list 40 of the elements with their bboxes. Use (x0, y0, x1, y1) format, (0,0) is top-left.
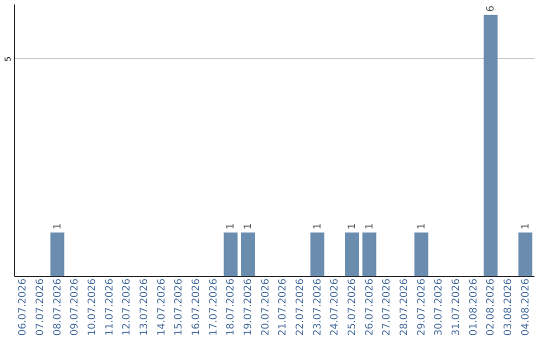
data-label: 1 (520, 223, 532, 230)
x-tick-label: 29.07.2026 (416, 278, 428, 336)
x-tick-label: 13.07.2026 (139, 278, 150, 336)
x-tick-label: 26.07.2026 (364, 278, 376, 336)
x-tick-label: 06.07.2026 (18, 278, 29, 336)
x-tick-label: 02.08.2026 (486, 278, 497, 336)
data-label: 1 (312, 223, 324, 230)
x-tick-label: 16.07.2026 (191, 278, 202, 336)
data-label: 1 (52, 223, 64, 230)
x-tick-label: 04.08.2026 (520, 278, 532, 336)
x-tick-label: 17.07.2026 (208, 278, 220, 336)
x-tick-label: 19.07.2026 (243, 278, 254, 336)
y-tick-label: 5 (4, 56, 12, 62)
x-tick-label: 31.07.2026 (451, 278, 462, 336)
x-tick-label: 28.07.2026 (399, 278, 410, 336)
data-label: 1 (416, 223, 428, 230)
data-label: 1 (243, 223, 254, 230)
x-tick-label: 22.07.2026 (295, 278, 306, 336)
x-tick-label: 24.07.2026 (330, 278, 341, 336)
x-tick-label: 15.07.2026 (174, 278, 185, 336)
x-tick-label: 01.08.2026 (468, 278, 480, 336)
data-label: 1 (226, 223, 237, 230)
data-label: 6 (486, 6, 497, 12)
x-tick-label: 09.07.2026 (70, 278, 81, 336)
x-tick-label: 25.07.2026 (347, 278, 358, 336)
x-tick-label: 23.07.2026 (312, 278, 324, 336)
x-tick-label: 08.07.2026 (52, 278, 64, 336)
x-tick-label: 20.07.2026 (260, 278, 272, 336)
x-tick-label: 07.07.2026 (35, 278, 46, 336)
x-tick-label: 14.07.2026 (156, 278, 168, 336)
x-tick-label: 11.07.2026 (104, 278, 116, 336)
data-label: 1 (347, 223, 358, 230)
data-label: 1 (364, 223, 376, 230)
x-tick-label: 21.07.2026 (278, 278, 289, 336)
x-tick-label: 10.07.2026 (87, 278, 98, 336)
x-tick-label: 12.07.2026 (122, 278, 133, 336)
x-tick-label: 03.08.2026 (503, 278, 514, 336)
x-tick-label: 27.07.2026 (382, 278, 393, 336)
x-tick-label: 30.07.2026 (434, 278, 445, 336)
x-tick-label: 18.07.2026 (226, 278, 237, 336)
